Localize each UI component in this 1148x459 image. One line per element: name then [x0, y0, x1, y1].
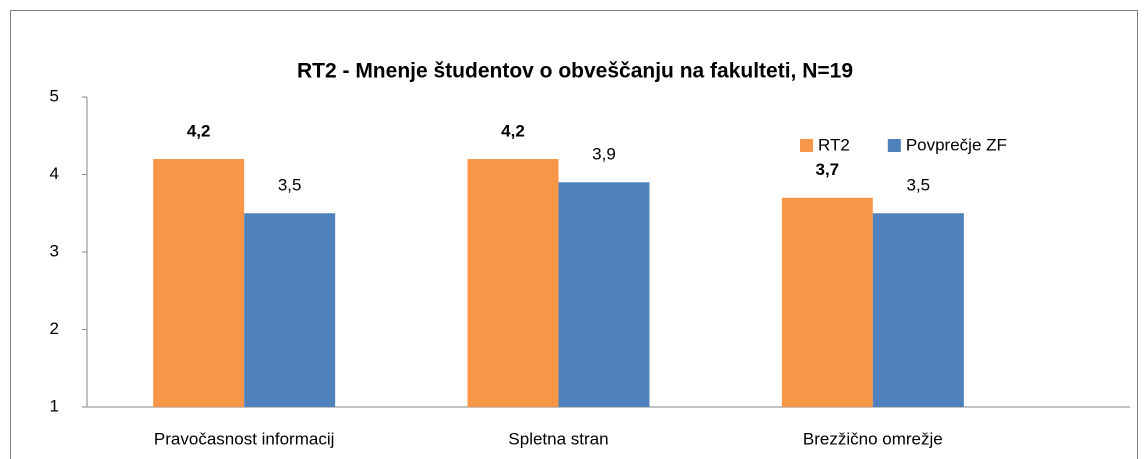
value-label: 3,7 — [816, 160, 840, 179]
y-tick-label: 4 — [50, 164, 59, 183]
legend-swatch — [887, 139, 901, 152]
legend-swatch — [800, 139, 813, 152]
x-tick-label: Brezžično omrežje — [803, 429, 943, 448]
chart-title: RT2 - Mnenje študentov o obveščanju na f… — [297, 60, 853, 83]
y-tick-label: 3 — [50, 241, 59, 260]
value-label: 3,5 — [907, 176, 931, 195]
value-label: 4,2 — [187, 121, 211, 140]
value-label: 3,5 — [278, 176, 302, 195]
y-tick-label: 1 — [50, 396, 59, 415]
bar — [558, 182, 650, 407]
value-label: 4,2 — [501, 121, 525, 140]
chart-frame — [10, 10, 1138, 459]
bar — [872, 213, 964, 407]
legend-label: Povprečje ZF — [906, 135, 1007, 154]
y-tick-label: 5 — [50, 86, 59, 105]
legend-label: RT2 — [818, 135, 850, 154]
bar — [781, 197, 873, 407]
x-tick-label: Pravočasnost informacij — [154, 429, 334, 448]
value-label: 3,9 — [592, 145, 616, 164]
bar — [467, 159, 559, 407]
bar — [153, 159, 245, 407]
y-tick-label: 2 — [50, 319, 59, 338]
x-tick-label: Spletna stran — [508, 429, 608, 448]
bar — [244, 213, 336, 407]
